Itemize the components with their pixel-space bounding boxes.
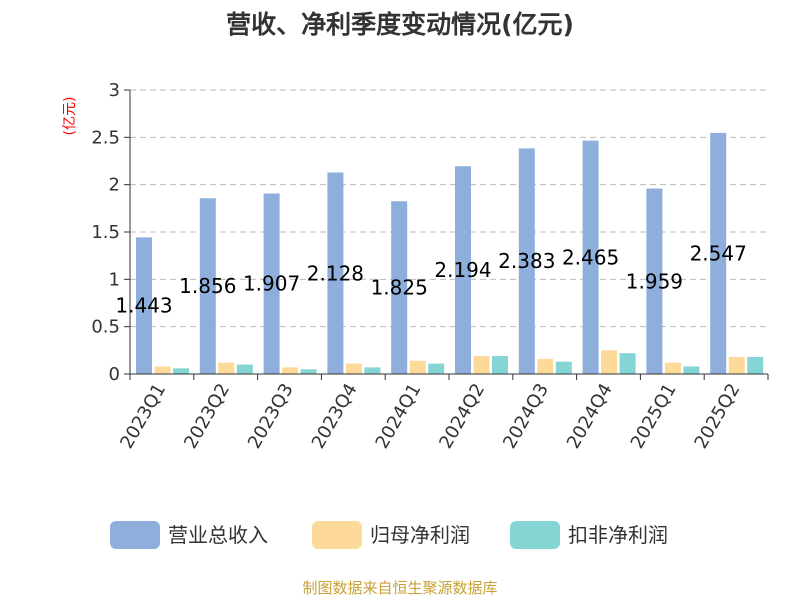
bars: [136, 132, 764, 374]
x-tick-label: 2025Q2: [691, 380, 745, 452]
data-label: 1.825: [371, 276, 428, 300]
data-label: 2.465: [562, 245, 619, 269]
bar: [664, 362, 681, 374]
x-tick-label: 2023Q2: [180, 380, 234, 452]
data-label: 2.128: [307, 261, 364, 285]
y-tick-label: 1.5: [91, 222, 120, 243]
bar: [492, 356, 508, 374]
data-label: 1.856: [179, 274, 236, 298]
y-tick-label: 0: [109, 364, 120, 385]
bar: [154, 366, 171, 374]
x-axis-ticks: 2023Q1 2023Q2 2023Q3 2023Q4 2024Q1 2024Q2 2024…: [116, 374, 769, 452]
bar: [300, 369, 317, 374]
y-axis-unit-label: (亿元): [62, 97, 78, 136]
legend-swatch: [312, 521, 362, 549]
legend-label: 归母净利润: [370, 523, 470, 547]
bar: [601, 350, 618, 374]
bar: [364, 367, 381, 374]
legend-label: 营业总收入: [168, 523, 268, 547]
bar: [455, 166, 471, 374]
bar: [710, 132, 727, 374]
bar: [199, 198, 216, 374]
x-tick-label: 2025Q1: [627, 380, 681, 452]
bar: [646, 188, 663, 374]
source-note: 制图数据来自恒生聚源数据库: [302, 579, 497, 597]
bar: [582, 140, 599, 374]
bar: [428, 363, 445, 374]
bar: [391, 201, 408, 374]
bar: [218, 362, 235, 374]
bar: [327, 172, 344, 374]
legend-swatch: [510, 521, 560, 549]
bar: [173, 368, 189, 374]
bar: [747, 356, 764, 374]
y-tick-label: 2.5: [91, 127, 120, 148]
x-tick-label: 2023Q3: [244, 380, 298, 452]
y-axis-ticks: 0 0.5 1 1.5 2 2.5 3: [91, 80, 130, 385]
bar: [619, 353, 636, 374]
bar: [473, 356, 490, 374]
data-label: 2.194: [434, 258, 491, 282]
y-tick-label: 1: [109, 269, 120, 290]
y-tick-label: 2: [109, 175, 120, 196]
bar: [555, 361, 572, 374]
bar: [518, 148, 535, 374]
bar: [345, 363, 362, 374]
y-tick-label: 3: [109, 80, 120, 101]
data-label: 1.907: [243, 272, 300, 296]
bar: [136, 237, 152, 374]
data-label: 2.547: [690, 241, 747, 265]
bar: [236, 364, 253, 374]
data-label: 2.383: [498, 249, 555, 273]
bar: [409, 360, 426, 374]
x-tick-label: 2023Q4: [308, 380, 362, 452]
data-label: 1.959: [626, 269, 683, 293]
bar: [537, 358, 554, 374]
x-tick-label: 2024Q2: [435, 380, 489, 452]
legend-swatch: [110, 521, 160, 549]
x-tick-label: 2024Q3: [499, 380, 553, 452]
chart-title: 营收、净利季度变动情况(亿元): [226, 10, 574, 39]
bar: [728, 356, 745, 374]
bar: [282, 367, 299, 374]
bar: [683, 366, 700, 374]
x-tick-label: 2023Q1: [116, 380, 170, 452]
x-tick-label: 2024Q4: [563, 380, 617, 452]
bar: [263, 193, 280, 374]
legend: 营业总收入 归母净利润 扣非净利润: [110, 521, 668, 549]
legend-label: 扣非净利润: [568, 523, 668, 547]
data-label: 1.443: [115, 294, 172, 318]
y-tick-label: 0.5: [91, 317, 120, 338]
x-tick-label: 2024Q1: [372, 380, 426, 452]
